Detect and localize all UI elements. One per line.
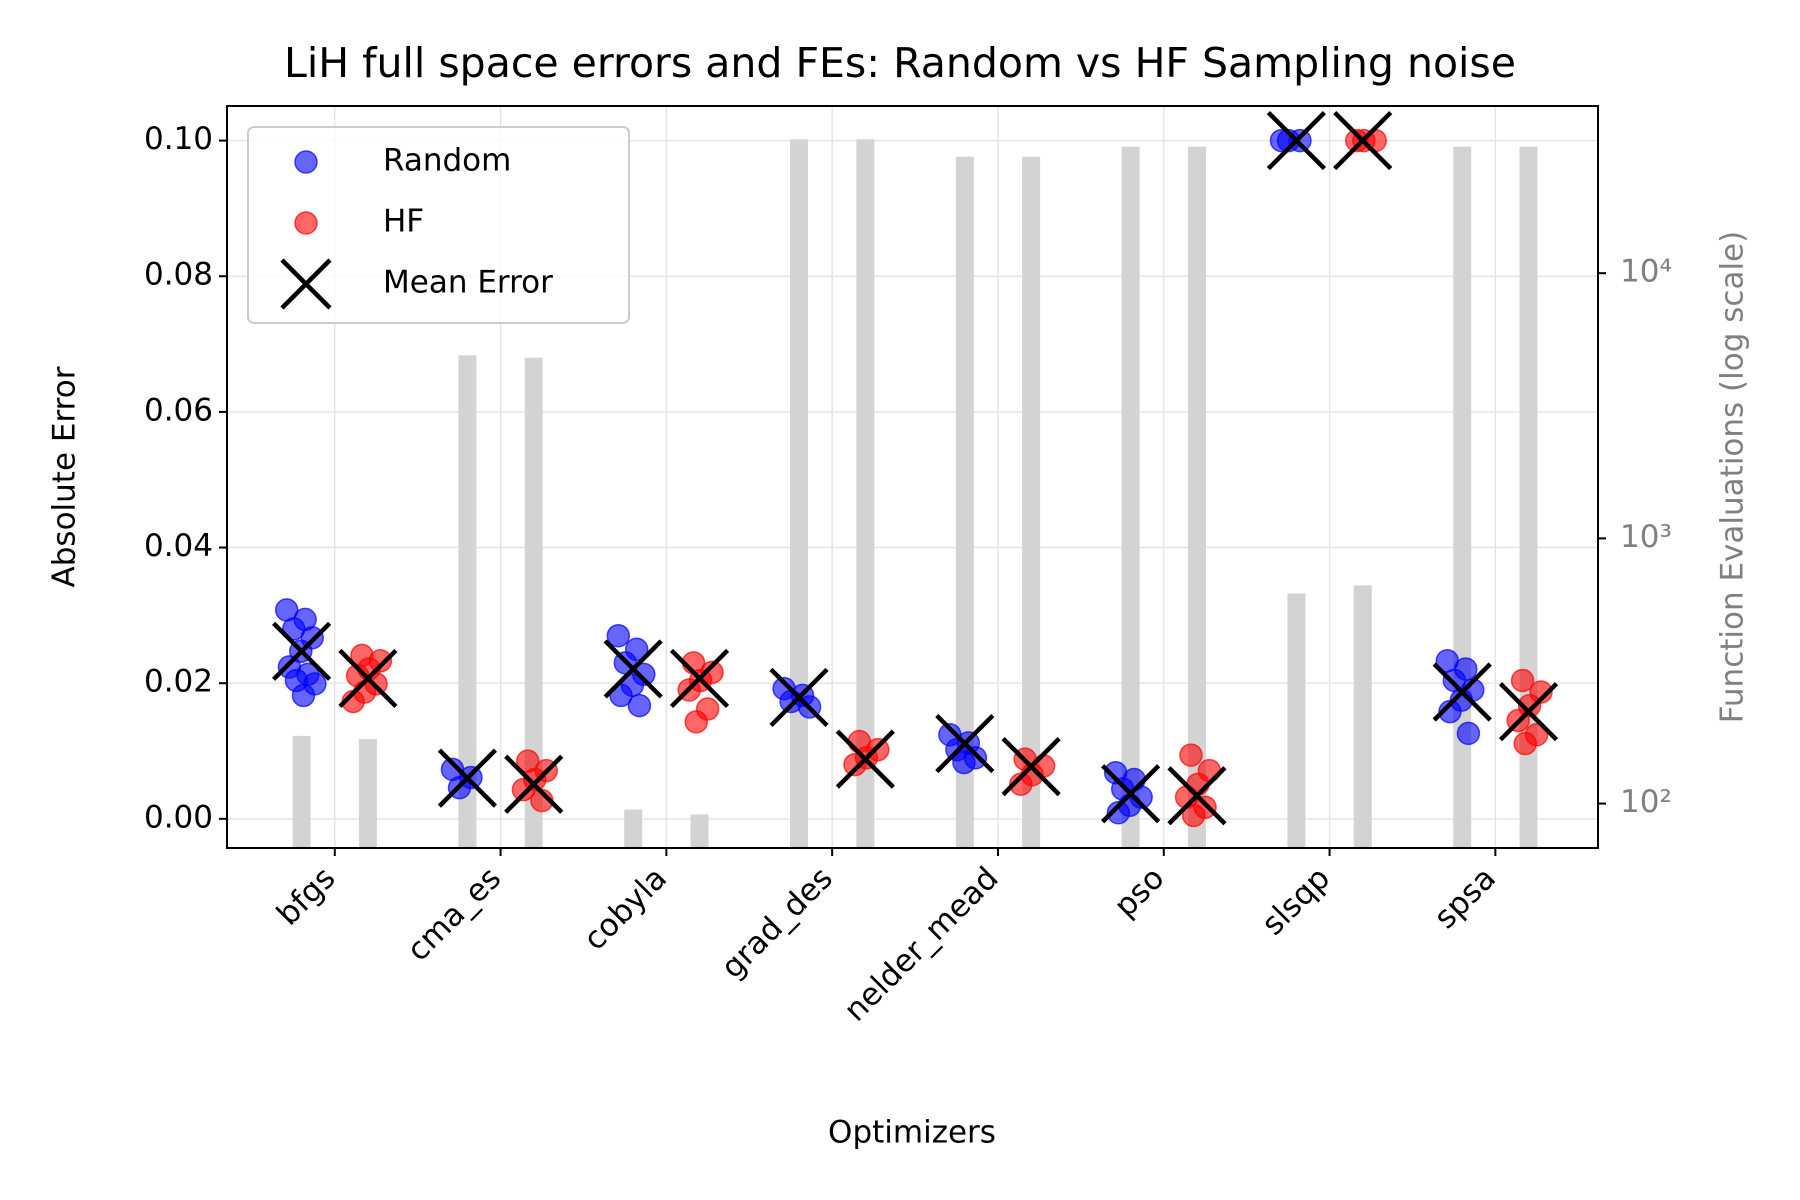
fevals-bar xyxy=(1187,146,1206,848)
y2-tick-label: 10³ xyxy=(1620,519,1672,555)
error-point xyxy=(291,683,316,708)
mean-marker xyxy=(1432,662,1492,722)
error-point xyxy=(1456,721,1481,746)
y-tick-label: 0.02 xyxy=(144,664,213,700)
plot-frame xyxy=(226,105,1599,849)
error-point xyxy=(1179,743,1203,767)
y-tick-label: 0.06 xyxy=(144,392,213,428)
fevals-bar xyxy=(690,814,709,848)
mean-marker xyxy=(935,713,995,774)
fevals-bar xyxy=(292,735,311,848)
y-axis-label: Absolute Error xyxy=(47,366,83,587)
error-point xyxy=(1106,800,1131,825)
y-tick-label: 0.04 xyxy=(144,528,213,564)
mean-marker xyxy=(1266,110,1327,171)
x-axis-label: Optimizers xyxy=(828,1115,996,1151)
fevals-bar xyxy=(1353,585,1372,848)
y-tick-label: 0.08 xyxy=(144,257,213,293)
y2-axis-label: Function Evaluations (log scale) xyxy=(1715,231,1751,723)
y-tick-label: 0.10 xyxy=(144,121,213,157)
mean-marker xyxy=(1498,682,1559,742)
fevals-bar xyxy=(790,139,809,848)
error-point xyxy=(1009,772,1033,796)
error-point xyxy=(952,750,976,775)
error-point xyxy=(684,710,708,734)
mean-marker xyxy=(272,621,332,681)
y-tick-label: 0.00 xyxy=(144,799,213,835)
legend-label: HF xyxy=(383,204,424,240)
error-point xyxy=(511,777,536,802)
mean-marker xyxy=(437,748,498,808)
mean-marker xyxy=(769,667,829,728)
points xyxy=(272,110,1559,828)
mean-marker xyxy=(1001,737,1061,797)
error-point xyxy=(609,683,633,708)
fevals-bar xyxy=(1121,146,1140,848)
legend-marker xyxy=(280,258,332,310)
fevals-bar xyxy=(358,739,377,848)
error-point xyxy=(1181,803,1206,828)
error-point xyxy=(627,693,652,718)
fevals-bar xyxy=(458,355,477,848)
fevals-bar xyxy=(955,156,974,849)
legend-marker xyxy=(294,150,318,174)
fevals-bar xyxy=(624,809,643,848)
mean-marker xyxy=(1333,110,1393,171)
legend-box xyxy=(247,126,630,324)
fevals-bar xyxy=(524,357,543,848)
mean-marker xyxy=(603,639,663,699)
legend-label: Random xyxy=(383,143,511,179)
legend: Random HF Mean Error xyxy=(247,126,630,324)
error-point xyxy=(606,623,631,648)
fevals-bar xyxy=(856,139,875,848)
fevals-bar xyxy=(1287,593,1306,848)
error-point xyxy=(1513,731,1537,756)
mean-marker xyxy=(1167,766,1227,826)
chart-title: LiH full space errors and FEs: Random vs… xyxy=(284,39,1516,87)
legend-label: Mean Error xyxy=(383,265,553,301)
error-point xyxy=(1510,668,1535,693)
mean-marker xyxy=(835,729,895,789)
y2-tick-label: 10⁴ xyxy=(1620,254,1672,290)
mean-marker xyxy=(504,754,564,814)
y2-tick-label: 10² xyxy=(1620,784,1672,820)
legend-marker xyxy=(294,211,318,235)
mean-marker xyxy=(669,648,730,709)
error-point xyxy=(843,752,867,777)
error-point xyxy=(1438,699,1462,724)
mean-marker xyxy=(1101,764,1161,824)
fevals-bar xyxy=(1022,156,1041,849)
mean-marker xyxy=(338,648,398,709)
